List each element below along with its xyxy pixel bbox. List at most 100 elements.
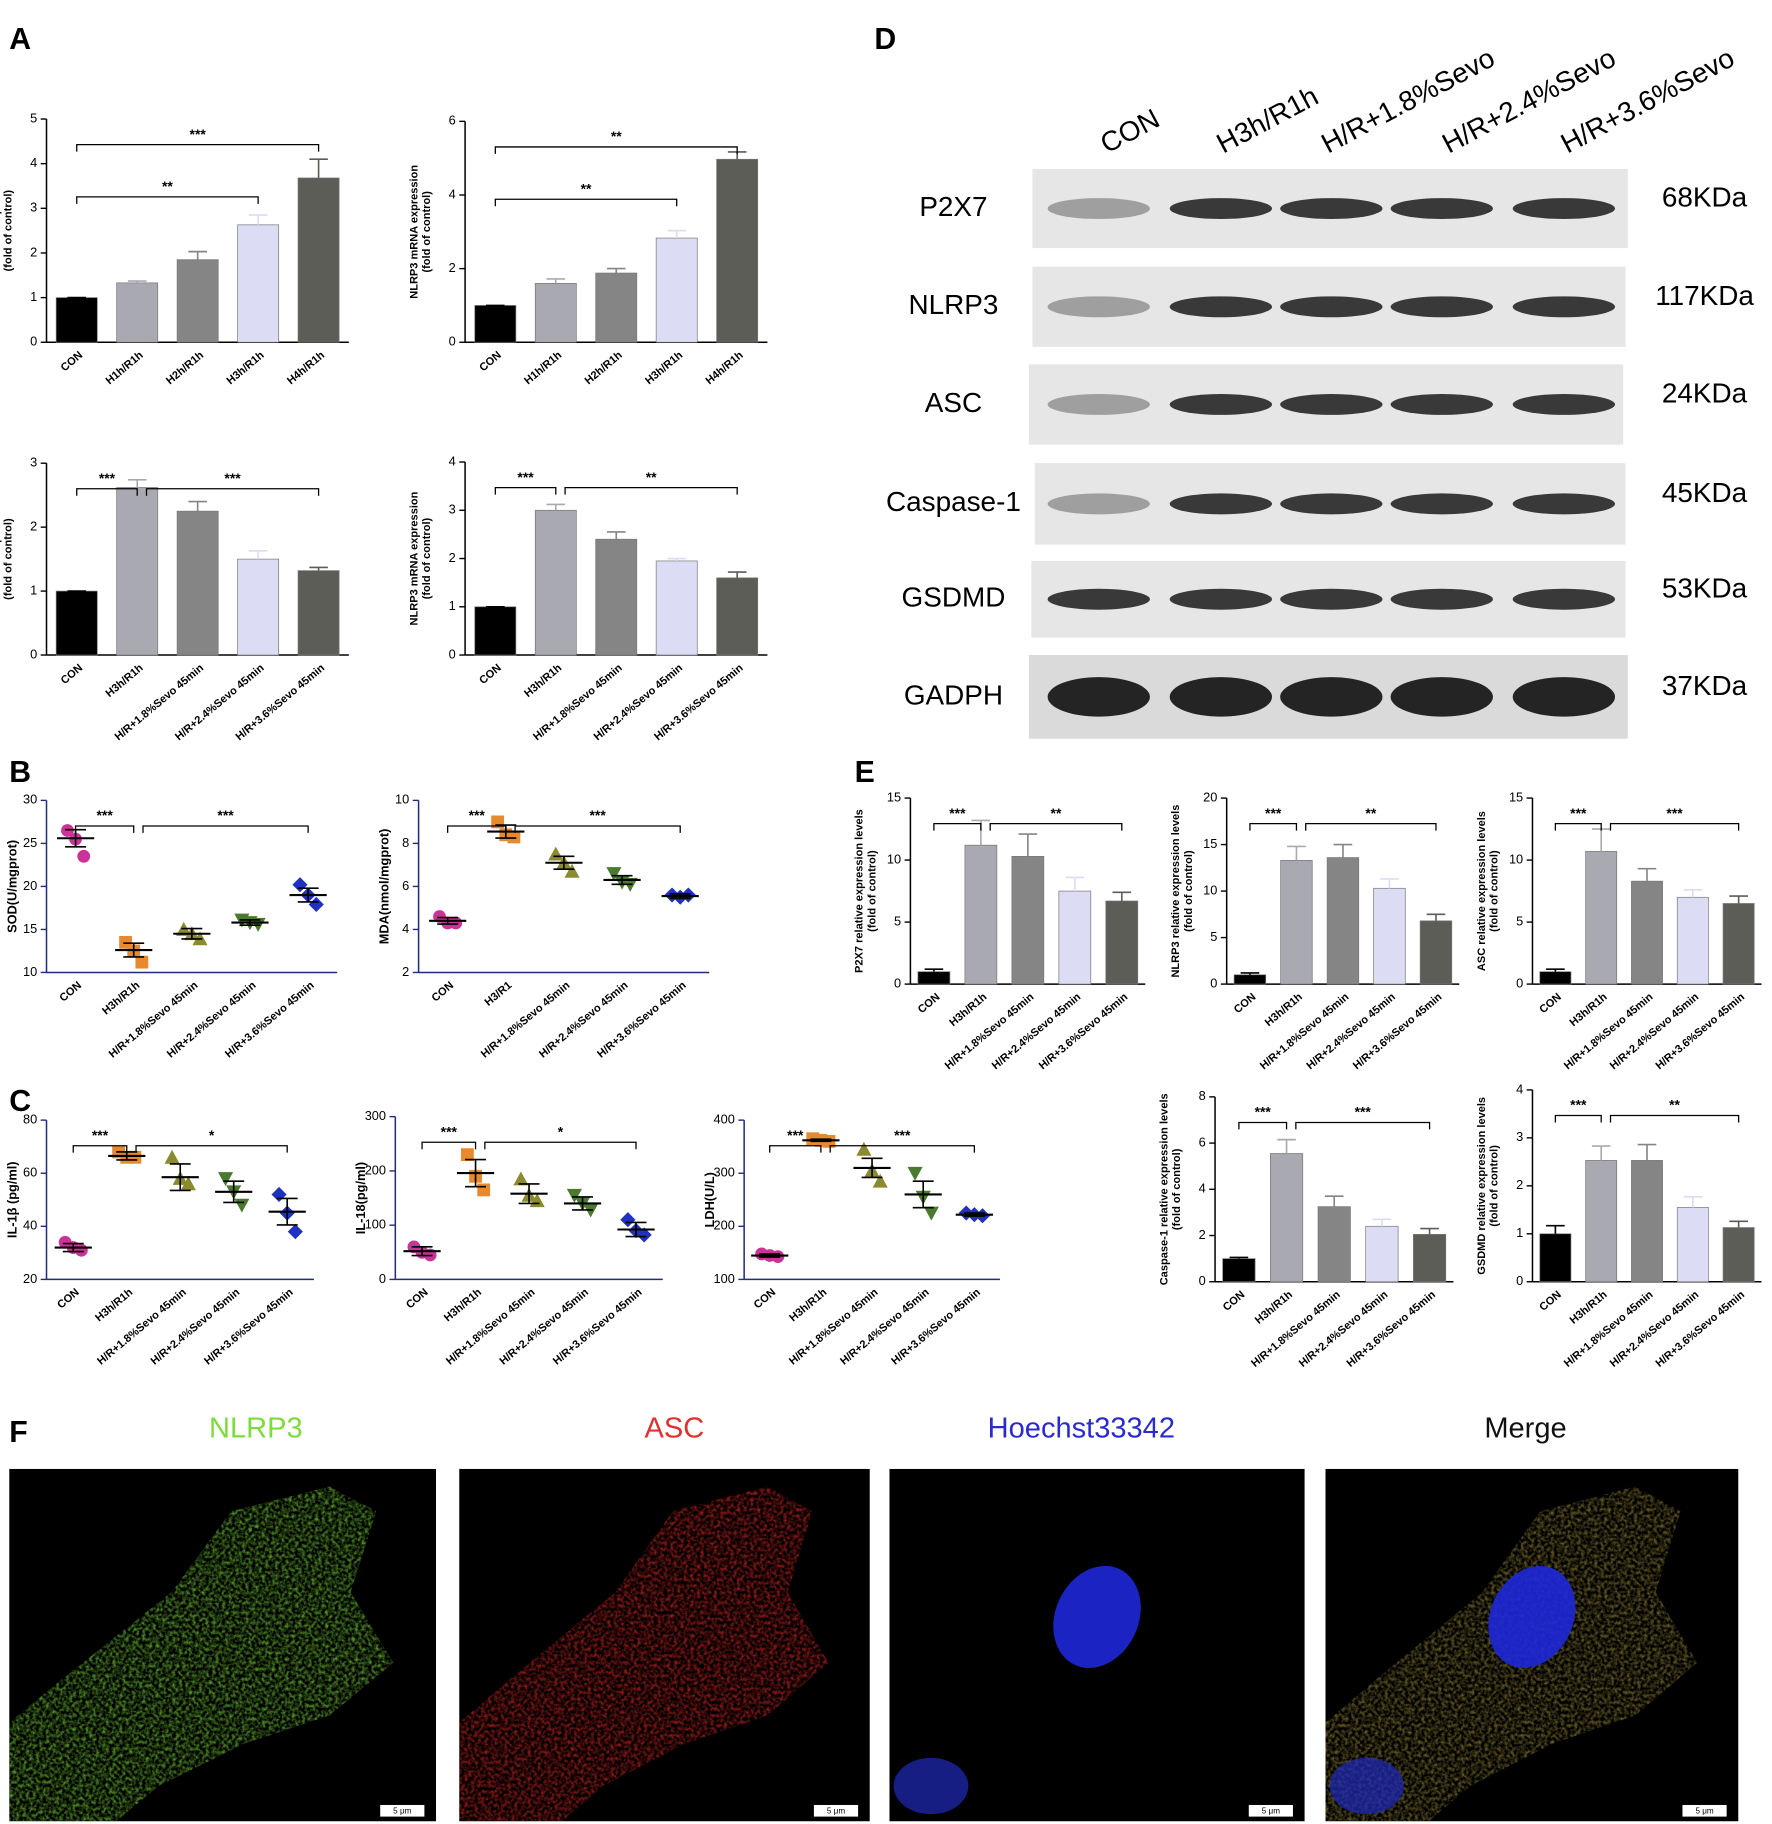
significance-label: ** [611,128,622,144]
x-tick-label: H/R+2.4%Sevo 45min [1608,1289,1702,1370]
data-point [548,846,564,861]
y-tick-label: 10 [1203,882,1217,897]
bar [55,590,98,656]
x-tick-label: H/R+3.6%Sevo 45min [1037,991,1131,1072]
blot-band [1512,493,1616,515]
error-bar [1240,972,1260,975]
bar [1539,971,1572,985]
data-point [292,877,308,893]
significance-bracket [74,825,135,833]
significance-label: ** [581,180,592,196]
y-tick-label: 3 [30,455,37,470]
significance-bracket [421,1141,477,1150]
error-bar [437,916,459,925]
data-point [77,849,91,863]
protein-label: NLRP3 [908,289,998,320]
y-tick-label: 3 [30,200,37,215]
x-tick-label: H/R+3.6%Sevo 45min [1345,1289,1439,1370]
y-tick-label: 4 [402,921,409,936]
significance-label: *** [1355,1104,1372,1120]
significance-label: *** [217,807,234,823]
x-tick-label: H/R+2.4%Sevo 45min [990,991,1084,1072]
y-tick-label: 400 [714,1112,735,1127]
error-bar [239,919,261,926]
y-tick-label: 3 [1516,1129,1523,1144]
error-bar [1683,1196,1703,1208]
data-point [180,1176,196,1191]
y-tick-label: 300 [714,1165,735,1180]
significance-bracket [1554,1114,1602,1123]
y-tick-label: 15 [1203,836,1217,851]
error-bar [1333,843,1353,858]
error-bar [546,278,566,284]
error-bar [667,557,687,561]
scale-bar-label: 5 μm [393,1807,411,1816]
blot-band [1280,493,1383,515]
blot-band [1169,677,1273,717]
bar [1222,1258,1256,1283]
x-tick-label: H4h/R1h [285,349,327,387]
bar [474,606,517,656]
protein-label: Caspase-1 [886,486,1021,517]
bar [534,509,577,656]
bar [176,259,219,343]
significance-label: * [558,1123,564,1139]
significance-bracket [514,825,681,833]
x-tick-label: H3h/R1h [225,349,267,387]
error-bar [1546,1224,1565,1234]
y-tick-label: 0 [894,975,901,990]
chart: 20 40 60 80 IL-1β (pg/ml) CON H3h/R1hH/R+1.8%S… [4,1112,314,1368]
y-tick-label: 8 [402,835,409,850]
bar [1270,1153,1304,1283]
error-bar [518,1183,540,1205]
significance-label: *** [517,469,534,485]
bar [1058,890,1092,985]
bar [237,224,280,343]
significance-label: *** [1265,805,1282,821]
error-bar [127,478,147,488]
data-point [61,824,74,837]
x-tick-label: H/R+3.6%Sevo 45min [202,1286,296,1367]
error-bar [611,874,633,886]
x-tick-label: CON [477,662,504,687]
significance-bracket [933,822,982,831]
x-tick-label: H/R+1.8%Sevo 45min [95,1286,189,1367]
x-tick-label: H3h/R1h [787,1286,829,1324]
y-axis-label: P2X7 relative expression levels [854,809,866,973]
y-tick-label: 2 [30,244,37,259]
bar [655,237,698,343]
chart: 0 5 10 15 ASC relative expression levels (fol… [1476,789,1762,1072]
blot-band [1047,394,1150,415]
x-tick-label: CON [1221,1289,1248,1314]
y-tick-label: 200 [365,1162,386,1177]
blot-band [1169,588,1273,610]
error-bar [606,531,626,540]
error-bar [553,855,575,871]
blot-band [1047,296,1150,318]
significance-label: *** [99,470,116,486]
y-axis-label: P2X7 mRNA expression [0,168,2,293]
bar [964,844,998,985]
y-tick-label: 0 [30,646,37,661]
chart: 0 2 4 6 NLRP3 mRNA expression (fold of contro… [408,113,768,387]
scale-bar-label: 5 μm [827,1807,845,1816]
x-tick-label: CON [1537,991,1564,1016]
error-bar [465,1158,487,1188]
error-bar [127,280,147,283]
bar [1676,1207,1709,1283]
error-bar [1372,1218,1392,1227]
x-tick-label: CON [752,1286,779,1311]
x-tick-label: H/R+3.6%Sevo 45min [1654,1289,1748,1370]
error-bar [123,942,145,958]
error-bar [669,893,691,900]
error-bar [411,1246,433,1257]
x-tick-label: CON [477,349,504,374]
x-tick-label: CON [1232,991,1259,1016]
error-bar [546,503,566,511]
y-tick-label: 5 [30,110,37,125]
significance-label: *** [894,1127,911,1143]
x-tick-label: H3h/R1h [1568,1289,1610,1327]
y-tick-label: 0 [449,646,456,661]
nucleus [1329,1757,1404,1815]
error-bar [248,549,268,560]
